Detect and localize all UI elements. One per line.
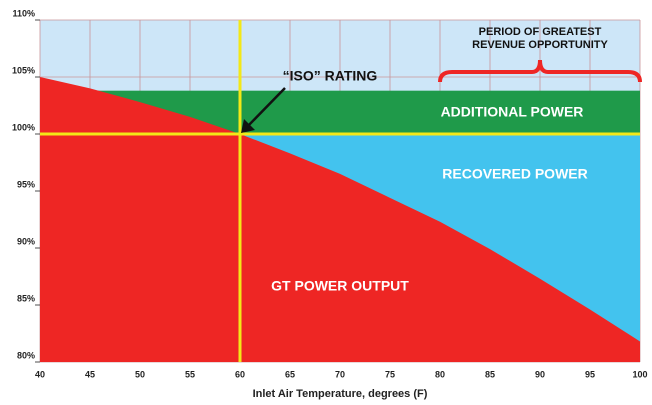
iso-arrow (245, 87, 286, 129)
y-tick-label: 80% (17, 350, 35, 360)
x-tick-label: 70 (335, 369, 345, 379)
revenue-period-label: PERIOD OF GREATEST (479, 26, 602, 38)
x-tick-label: 40 (35, 369, 45, 379)
y-tick-label: 110% (12, 8, 35, 18)
x-tick-label: 65 (285, 369, 295, 379)
recovered-power-label: RECOVERED POWER (442, 166, 587, 182)
x-tick-label: 45 (85, 369, 95, 379)
x-tick-label: 50 (135, 369, 145, 379)
area (40, 77, 640, 362)
additional-power-label: ADDITIONAL POWER (441, 104, 584, 120)
x-axis-label: Inlet Air Temperature, degrees (F) (253, 388, 428, 400)
iso-arrowhead (241, 119, 255, 133)
x-tick-label: 75 (385, 369, 395, 379)
x-tick-label: 100 (632, 369, 647, 379)
x-tick-label: 80 (435, 369, 445, 379)
y-tick-label: 100% (12, 122, 35, 132)
revenue-brace (438, 59, 642, 83)
gt-power-label: GT POWER OUTPUT (271, 278, 409, 294)
y-tick-label: 85% (17, 293, 35, 303)
revenue-period-label: REVENUE OPPORTUNITY (472, 39, 608, 51)
y-tick-label: 90% (17, 236, 35, 246)
x-tick-label: 90 (535, 369, 545, 379)
x-tick-label: 85 (485, 369, 495, 379)
y-tick-label: 95% (17, 179, 35, 189)
x-tick-label: 60 (235, 369, 245, 379)
iso-label: “ISO” RATING (283, 68, 378, 84)
x-tick-label: 55 (185, 369, 195, 379)
x-tick-label: 95 (585, 369, 595, 379)
y-tick-label: 105% (12, 65, 35, 75)
